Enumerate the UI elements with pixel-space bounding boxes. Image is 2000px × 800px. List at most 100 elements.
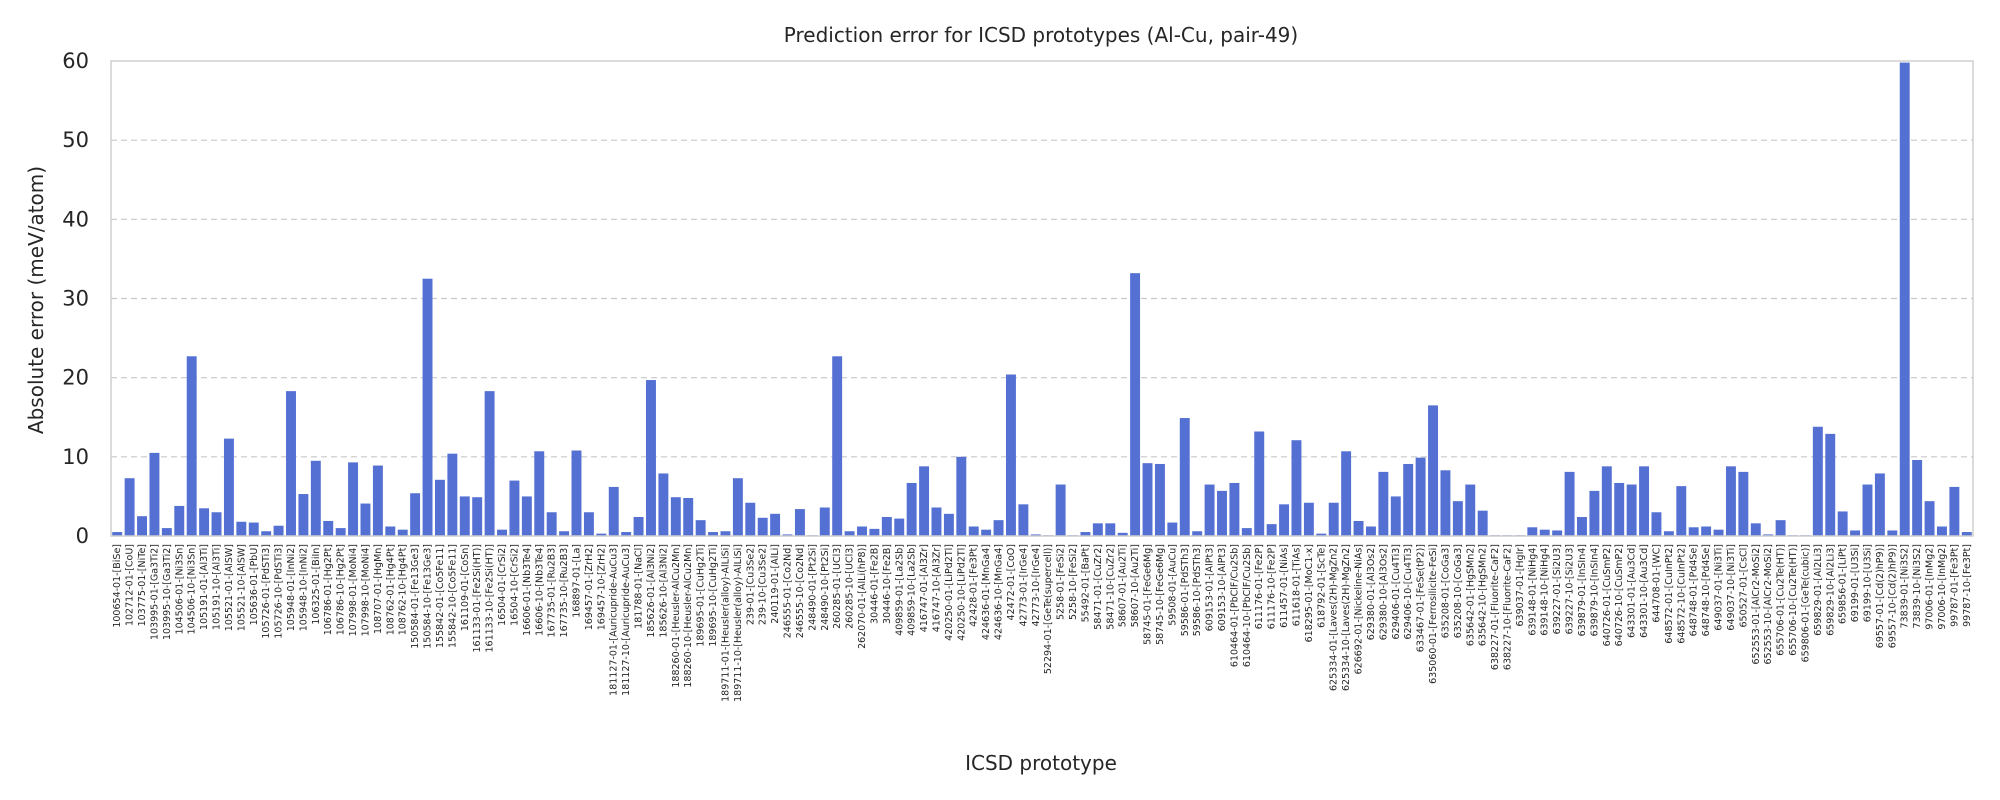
x-tick-label: 58607-01-[Au2Ti]	[1118, 544, 1129, 627]
x-tick-label: 169457-01-[ZrH2]	[584, 544, 595, 630]
bar	[1105, 523, 1116, 536]
bar	[695, 520, 706, 536]
plot-frame	[110, 60, 1974, 537]
x-tick-label: 188260-10-[Heusler-AlCu2Mn]	[683, 544, 694, 688]
bar	[1701, 526, 1712, 536]
x-tick-label: 626692-01-[Nickeline-NiAs]	[1354, 544, 1365, 674]
bar	[1154, 463, 1165, 536]
bar	[1539, 529, 1550, 536]
x-tick-labels: 100654-01-[BiSe] 102712-01-[CoU] 103775-01…	[112, 544, 1973, 702]
x-tick-label: 104506-10-[Ni3Sn]	[187, 544, 198, 634]
x-tick-label: 58607-10-[Au2Ti]	[1130, 544, 1141, 627]
x-tick-label: 629406-01-[Cu4Ti3]	[1391, 544, 1402, 640]
x-tick-label: 161133-10-[Fe2Si(HT)]	[485, 544, 496, 653]
x-tick-label: 629406-10-[Cu4Ti3]	[1403, 544, 1414, 640]
bar	[1601, 466, 1612, 536]
y-tick-label: 10	[62, 445, 89, 469]
x-tick-label: 189711-10-[Heusler(alloy)-AlLiSi]	[733, 544, 744, 702]
bar	[534, 451, 545, 536]
bar	[472, 497, 483, 536]
x-tick-label: 424636-10-[MnGa4]	[994, 544, 1005, 640]
x-tick-label: 16504-10-[CrSi2]	[509, 544, 520, 626]
bar	[1465, 484, 1476, 536]
bar	[211, 512, 222, 536]
bar	[236, 521, 247, 536]
bar	[596, 533, 607, 537]
bar	[174, 505, 185, 536]
x-tick-label: 42428-01-[Fe3Pt]	[969, 544, 980, 627]
x-tick-label: 59508-01-[AuCu]	[1167, 544, 1178, 626]
bar	[410, 493, 421, 536]
bar	[261, 531, 272, 536]
bar	[1688, 527, 1699, 536]
bar	[1167, 522, 1178, 536]
bar	[1390, 496, 1401, 536]
x-tick-label: 639879-01-[InSIn4]	[1577, 544, 1588, 636]
bar	[1452, 501, 1463, 536]
y-tick-label: 20	[62, 366, 89, 390]
x-tick-label: 105636-01-[PbU]	[249, 544, 260, 625]
bar	[1303, 502, 1314, 536]
x-tick-label: 106786-10-[Hg2Pt]	[336, 544, 347, 635]
x-tick-label: 181788-01-[NaCl]	[634, 544, 645, 629]
bar	[298, 494, 309, 536]
x-tick-label: 416747-01-[Al3Zr]	[919, 544, 930, 632]
bar	[571, 450, 582, 536]
bar	[1328, 502, 1339, 536]
bar	[273, 525, 284, 536]
x-tick-label: 105521-10-[AlSW]	[236, 544, 247, 631]
bar	[161, 528, 172, 536]
x-tick-label: 155842-01-[Co5Fe11]	[435, 544, 446, 648]
x-tick-label: 107998-10-[MoNi4]	[360, 544, 371, 636]
bar	[1750, 523, 1761, 536]
x-tick-label: 30446-01-[Fe2B]	[869, 544, 880, 624]
x-tick-label: 635060-01-[Ferrosilicite-FeSi]	[1428, 544, 1439, 684]
x-tick-label: 69199-10-[U3Si]	[1862, 544, 1873, 622]
bar	[1266, 524, 1277, 537]
x-tick-label: 649037-01-[Ni3Ti]	[1714, 544, 1725, 631]
x-tick-label: 246555-10-[Co2Nd]	[795, 544, 806, 638]
bar	[1428, 405, 1438, 537]
chart-title: Prediction error for ICSD prototypes (Al…	[784, 23, 1298, 47]
x-tick-label: 659829-01-[Al2Li3]	[1813, 544, 1824, 636]
bar	[943, 513, 954, 536]
x-tick-label: 185626-01-[Al3Ni2]	[646, 544, 657, 638]
x-tick-label: 30446-10-[Fe2B]	[882, 544, 893, 624]
bar	[1850, 530, 1861, 536]
bar	[621, 532, 632, 536]
x-tick-label: 659829-10-[Al2Li3]	[1825, 544, 1836, 636]
x-tick-label: 150584-01-[Fe13Ge3]	[410, 544, 421, 649]
x-tick-label: 248490-01-[Pt2Si]	[807, 544, 818, 631]
x-tick-label: 639227-01-[Si2U3]	[1552, 544, 1563, 634]
bar	[608, 486, 619, 536]
bar	[1825, 433, 1836, 537]
x-tick-label: 58471-10-[CuZr2]	[1105, 544, 1116, 630]
x-tick-label: 167735-10-[Ru2B3]	[559, 544, 570, 637]
x-tick-label: 629380-10-[Al3Os2]	[1378, 544, 1389, 640]
bar	[1763, 534, 1774, 536]
bar	[1937, 526, 1947, 536]
x-tick-label: 161109-01-[CoSn]	[460, 544, 471, 631]
x-tick-label: 16606-10-[Nb3Te4]	[534, 544, 545, 636]
x-tick-label: 648572-10-[CuInPt2]	[1676, 544, 1687, 644]
bar	[1614, 482, 1625, 536]
x-tick-label: 239-01-[Cu3Se2]	[745, 544, 756, 625]
x-tick-label: 638227-10-[Fluorite-CaF2]	[1503, 544, 1514, 670]
x-tick-label: 611176-10-[Fe2P]	[1267, 544, 1278, 629]
bar	[1254, 431, 1265, 536]
y-tick-label: 40	[62, 207, 89, 231]
x-tick-label: 609153-10-[AlPt3]	[1217, 544, 1228, 631]
x-tick-label: 105948-10-[InNi2]	[298, 544, 309, 631]
bar	[385, 526, 396, 536]
bar	[1055, 484, 1066, 536]
bar	[1440, 470, 1451, 536]
bar	[1142, 463, 1153, 536]
bar	[782, 534, 793, 536]
x-tick-label: 248490-10-[Pt2Si]	[820, 544, 831, 631]
bar	[1577, 517, 1587, 536]
x-tick-label: 611618-01-[TiAs]	[1291, 544, 1302, 626]
x-tick-label: 69557-01-[Cd(2)hP9)]	[1875, 544, 1886, 648]
x-tick-label: 104506-01-[Ni3Sn]	[174, 544, 185, 634]
x-tick-label: 108762-01-[Hg4Pt]	[385, 544, 396, 635]
